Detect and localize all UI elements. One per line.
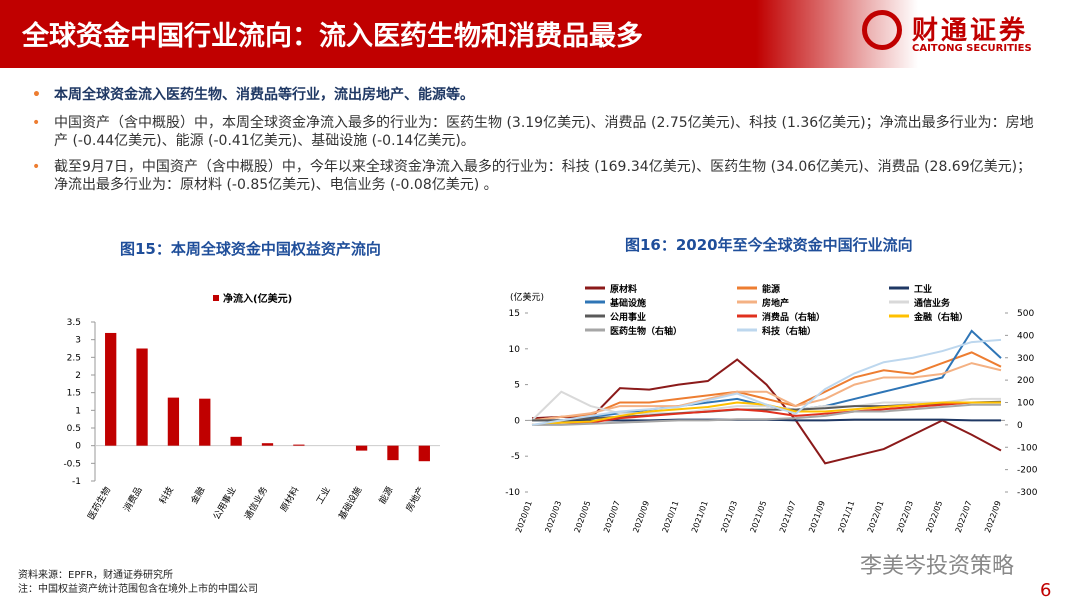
chart-title: 图15：本周全球资金中国权益资产流向 [120, 240, 381, 258]
x-tick-label: 消费品 [121, 485, 145, 514]
logo [862, 10, 902, 50]
x-tick-label: 2022/03 [895, 500, 915, 534]
line [531, 358, 1002, 465]
y2-tick-label: -100 [1017, 443, 1038, 453]
legend-label: 原材料 [610, 283, 637, 295]
y2-tick-label: -300 [1017, 488, 1038, 498]
x-tick-label: 工业 [314, 485, 333, 506]
slide-title: 全球资金中国行业流向：流入医药生物和消费品最多 [22, 21, 643, 52]
bar [167, 397, 180, 446]
bar [418, 445, 430, 462]
x-tick-label: 2021/11 [836, 500, 856, 534]
y2-tick-label: 500 [1017, 309, 1034, 319]
legend-label: 工业 [914, 283, 932, 295]
y-tick-label: 2 [75, 371, 81, 381]
x-tick-label: 2020/03 [543, 500, 563, 534]
y2-tick-label: 100 [1017, 399, 1034, 409]
page-number: 6 [1040, 580, 1052, 601]
x-tick-label: 2020/01 [514, 500, 534, 534]
bar [105, 332, 117, 446]
bar [261, 443, 274, 446]
y2-tick-label: 300 [1017, 354, 1034, 364]
y2-tick-label: 200 [1017, 376, 1034, 386]
x-tick-label: 能源 [376, 485, 395, 507]
bar [387, 445, 399, 461]
footnote: 注：中国权益资产统计范围包含在境外上市的中国公司 [18, 584, 258, 595]
legend-label: 科技（右轴） [762, 325, 816, 337]
x-tick-label: 科技 [157, 485, 176, 507]
y-tick-label: 0.5 [67, 424, 81, 434]
y-tick-label: -1 [72, 477, 81, 487]
y-tick-label: 15 [509, 309, 520, 319]
y-tick-label: 0 [75, 442, 81, 452]
legend-label: 通信业务 [914, 297, 951, 309]
x-tick-label: 通信业务 [242, 485, 270, 522]
x-tick-label: 公用事业 [210, 485, 238, 522]
bullet: 本周全球资金流入医药生物、消费品等行业，流出房地产、能源等。 [32, 86, 1044, 104]
legend-label: 公用事业 [610, 311, 646, 323]
bullet: 截至9月7日，中国资产（含中概股）中，今年以来全球资金净流入最多的行业为：科技 … [32, 158, 1044, 194]
x-tick-label: 2020/07 [602, 500, 622, 534]
x-tick-label: 2022/09 [983, 500, 1003, 534]
bar [199, 398, 211, 446]
x-tick-label: 2022/01 [866, 500, 886, 534]
legend-label: 能源 [762, 283, 780, 295]
y-tick-label: -0.5 [63, 459, 81, 469]
footnote: 资料来源：EPFR，财通证券研究所 [18, 570, 174, 581]
legend-label: 基础设施 [609, 297, 646, 309]
x-tick-label: 金融 [188, 485, 207, 507]
bar [293, 444, 305, 446]
x-tick-label: 2020/09 [631, 500, 651, 534]
line [531, 362, 1002, 422]
line [531, 390, 1001, 422]
watermark: 李美岑投资策略 [860, 554, 1015, 579]
x-tick-label: 2021/07 [778, 500, 798, 534]
y-tick-label: 2.5 [67, 353, 81, 363]
y-tick-label: -10 [505, 488, 520, 498]
y2-tick-label: 400 [1017, 331, 1034, 341]
x-tick-label: 房地产 [403, 485, 427, 514]
x-tick-label: 2020/11 [661, 500, 681, 534]
legend-label: 净流入(亿美元) [223, 292, 292, 305]
y-tick-label: 10 [509, 345, 521, 355]
y-tick-label: -5 [511, 452, 520, 462]
x-tick-label: 原材料 [278, 485, 302, 514]
y-tick-label: 3 [75, 336, 81, 346]
y2-tick-label: -200 [1017, 466, 1038, 476]
x-tick-label: 2021/05 [749, 500, 769, 534]
bar [355, 445, 368, 451]
legend-swatch [213, 295, 219, 301]
legend-label: 房地产 [762, 297, 789, 309]
line [531, 351, 1002, 422]
y-tick-label: 0 [514, 416, 520, 426]
x-tick-label: 基础设施 [336, 485, 364, 522]
line [532, 403, 1001, 426]
x-tick-label: 2020/05 [573, 500, 593, 534]
brand-en: CAITONG SECURITIES [912, 43, 1032, 54]
x-tick-label: 医药生物 [85, 485, 113, 522]
y-tick-label: 1.5 [67, 389, 81, 399]
bullet: 中国资产（含中概股）中，本周全球资金净流入最多的行业为：医药生物 (3.19亿美… [32, 114, 1044, 150]
x-tick-label: 2022/05 [924, 500, 944, 534]
y2-tick-label: 0 [1017, 421, 1023, 431]
bar [230, 436, 242, 446]
y-tick-label: 1 [75, 406, 81, 416]
x-tick-label: 2021/01 [690, 500, 710, 534]
y-tick-label: 3.5 [67, 318, 81, 328]
line [531, 338, 1002, 426]
chart-title: 图16：2020年至今全球资金中国行业流向 [625, 236, 913, 254]
y-axis-label: (亿美元) [510, 291, 544, 303]
x-tick-label: 2021/09 [807, 500, 827, 534]
legend-label: 金融（右轴） [913, 311, 968, 323]
line [531, 401, 1001, 426]
legend-label: 医药生物（右轴） [610, 325, 682, 337]
x-tick-label: 2021/03 [719, 500, 739, 534]
x-tick-label: 2022/07 [954, 500, 974, 534]
bar [136, 348, 148, 446]
y-tick-label: 5 [514, 381, 520, 391]
legend-label: 消费品（右轴） [762, 311, 825, 323]
brand: 财通证券 [912, 16, 1029, 46]
